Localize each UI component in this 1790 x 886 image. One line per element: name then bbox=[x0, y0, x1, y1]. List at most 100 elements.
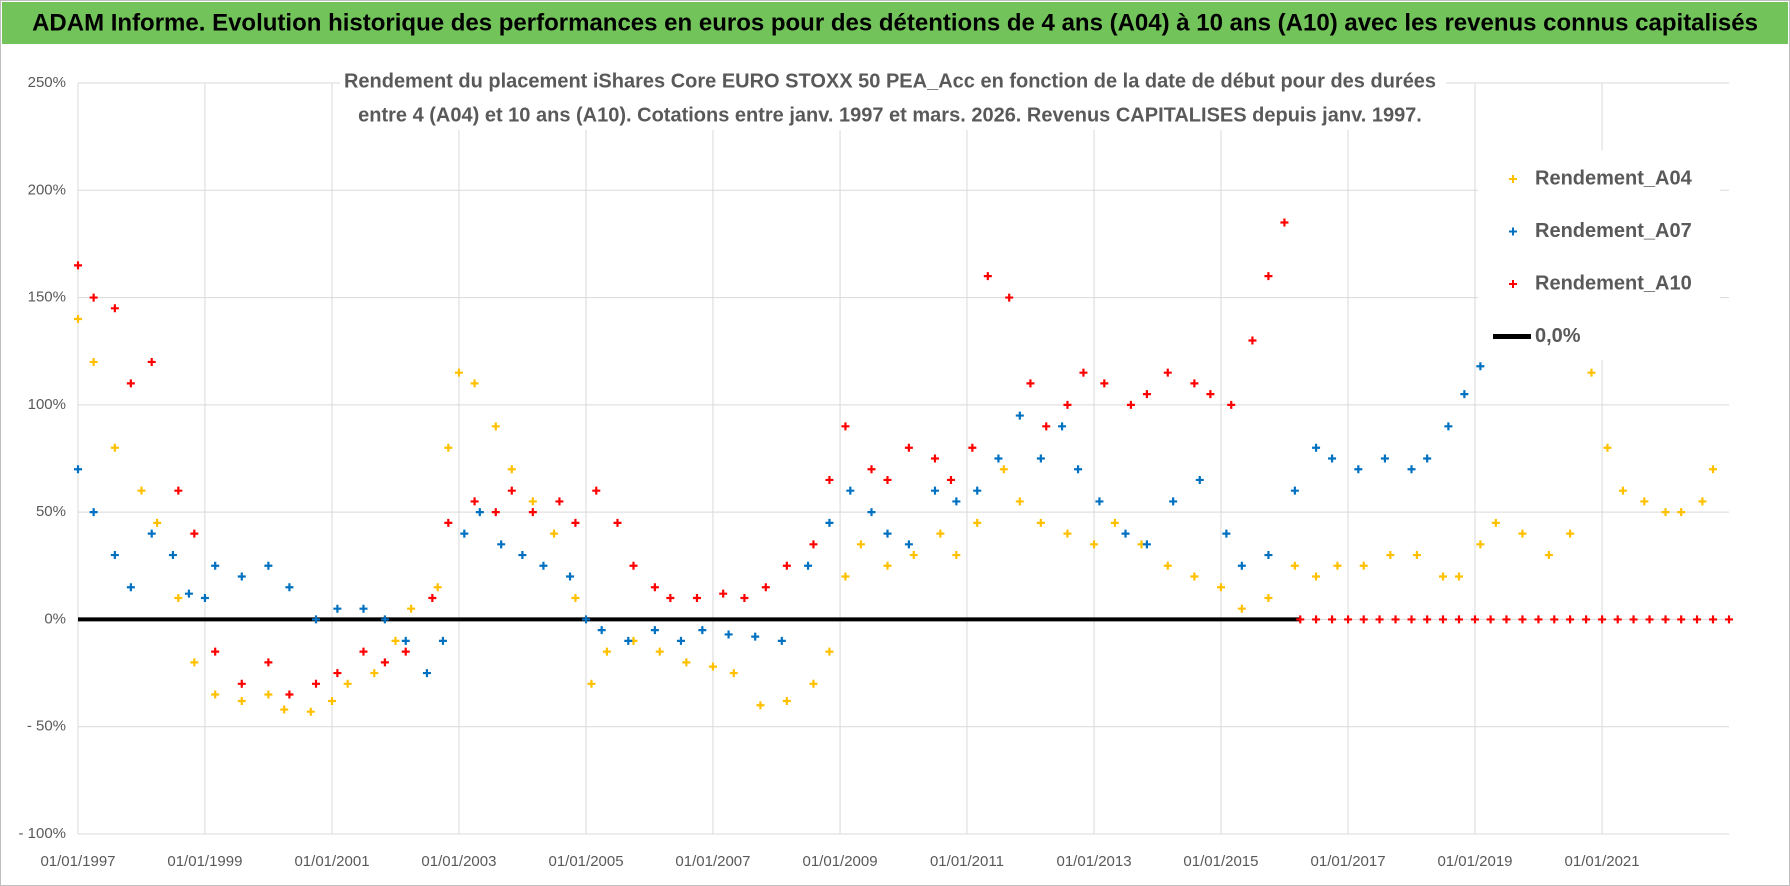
data-point bbox=[153, 518, 162, 527]
data-point bbox=[1312, 572, 1321, 581]
header-title: ADAM Informe. Evolution historique des p… bbox=[32, 9, 1758, 36]
data-point bbox=[1454, 572, 1463, 581]
data-point bbox=[930, 454, 939, 463]
data-point bbox=[1142, 390, 1151, 399]
data-point bbox=[719, 589, 728, 598]
data-point bbox=[1359, 615, 1368, 624]
data-point bbox=[401, 636, 410, 645]
data-point bbox=[1709, 615, 1717, 624]
data-point bbox=[470, 497, 479, 506]
data-point bbox=[110, 443, 119, 452]
x-tick-label: 01/01/2021 bbox=[1565, 853, 1640, 870]
data-point bbox=[1328, 615, 1337, 624]
data-point bbox=[1454, 615, 1463, 624]
data-point bbox=[1163, 561, 1172, 570]
data-point bbox=[1222, 529, 1231, 538]
data-point bbox=[539, 561, 548, 570]
data-point bbox=[582, 615, 591, 624]
data-point bbox=[312, 679, 321, 688]
chart-title: Rendement du placement iShares Core EURO… bbox=[344, 70, 1436, 92]
data-point bbox=[777, 636, 786, 645]
legend-label: Rendement_A10 bbox=[1535, 272, 1692, 294]
data-point bbox=[1407, 465, 1416, 474]
data-point bbox=[1618, 486, 1627, 495]
data-point bbox=[1248, 336, 1257, 345]
data-point bbox=[1169, 497, 1178, 506]
data-point bbox=[1677, 615, 1686, 624]
data-point bbox=[1391, 615, 1400, 624]
data-point bbox=[190, 658, 199, 667]
data-point bbox=[1110, 518, 1119, 527]
data-point bbox=[1264, 593, 1273, 602]
data-point bbox=[571, 593, 580, 602]
data-point bbox=[587, 679, 596, 688]
data-point bbox=[168, 551, 177, 560]
data-point bbox=[285, 690, 294, 699]
data-point bbox=[1677, 508, 1686, 517]
data-point bbox=[682, 658, 691, 667]
data-point bbox=[592, 486, 601, 495]
y-tick-label: 250% bbox=[28, 74, 66, 91]
data-point bbox=[1518, 529, 1527, 538]
data-point bbox=[1264, 551, 1273, 560]
data-point bbox=[1709, 465, 1717, 474]
data-point bbox=[475, 508, 484, 517]
data-point bbox=[676, 636, 685, 645]
data-point bbox=[312, 615, 321, 624]
data-point bbox=[1359, 561, 1368, 570]
data-point bbox=[597, 626, 606, 635]
data-point bbox=[285, 583, 294, 592]
data-point bbox=[1126, 400, 1135, 409]
data-point bbox=[184, 589, 193, 598]
data-point bbox=[1386, 551, 1395, 560]
data-point bbox=[571, 518, 580, 527]
y-tick-label: 100% bbox=[28, 396, 66, 413]
data-point bbox=[343, 679, 352, 688]
data-point bbox=[1566, 615, 1575, 624]
y-tick-label: 200% bbox=[28, 181, 66, 198]
data-point bbox=[1629, 615, 1638, 624]
data-point bbox=[1163, 368, 1172, 377]
data-point bbox=[333, 669, 342, 678]
data-point bbox=[422, 669, 431, 678]
data-point bbox=[328, 696, 337, 705]
data-point bbox=[1661, 508, 1670, 517]
data-point bbox=[518, 551, 527, 560]
data-point bbox=[1407, 615, 1416, 624]
data-point bbox=[1476, 540, 1485, 549]
data-point bbox=[825, 647, 834, 656]
data-point bbox=[380, 658, 389, 667]
data-point bbox=[1237, 561, 1246, 570]
data-point bbox=[1142, 540, 1151, 549]
data-point bbox=[555, 497, 564, 506]
data-point bbox=[507, 465, 516, 474]
data-point bbox=[1237, 604, 1246, 613]
data-point bbox=[89, 508, 98, 517]
data-point bbox=[174, 486, 183, 495]
data-point bbox=[825, 518, 834, 527]
data-point bbox=[126, 379, 135, 388]
data-point bbox=[756, 701, 765, 710]
data-point bbox=[370, 669, 379, 678]
data-point bbox=[264, 658, 273, 667]
data-point bbox=[613, 518, 622, 527]
data-point bbox=[428, 593, 437, 602]
data-point bbox=[952, 551, 961, 560]
x-tick-label: 01/01/1997 bbox=[40, 853, 115, 870]
data-point bbox=[846, 486, 855, 495]
data-point bbox=[1470, 615, 1479, 624]
data-point bbox=[1290, 486, 1299, 495]
data-point bbox=[1026, 379, 1035, 388]
data-point bbox=[1015, 411, 1024, 420]
x-tick-label: 01/01/2003 bbox=[421, 853, 496, 870]
data-point bbox=[1005, 293, 1014, 302]
data-point bbox=[391, 636, 400, 645]
plot bbox=[74, 218, 1733, 716]
data-point bbox=[211, 647, 220, 656]
data-point bbox=[200, 593, 209, 602]
data-point bbox=[1582, 615, 1591, 624]
data-point bbox=[460, 529, 469, 538]
data-point bbox=[147, 357, 156, 366]
data-point bbox=[444, 518, 453, 527]
